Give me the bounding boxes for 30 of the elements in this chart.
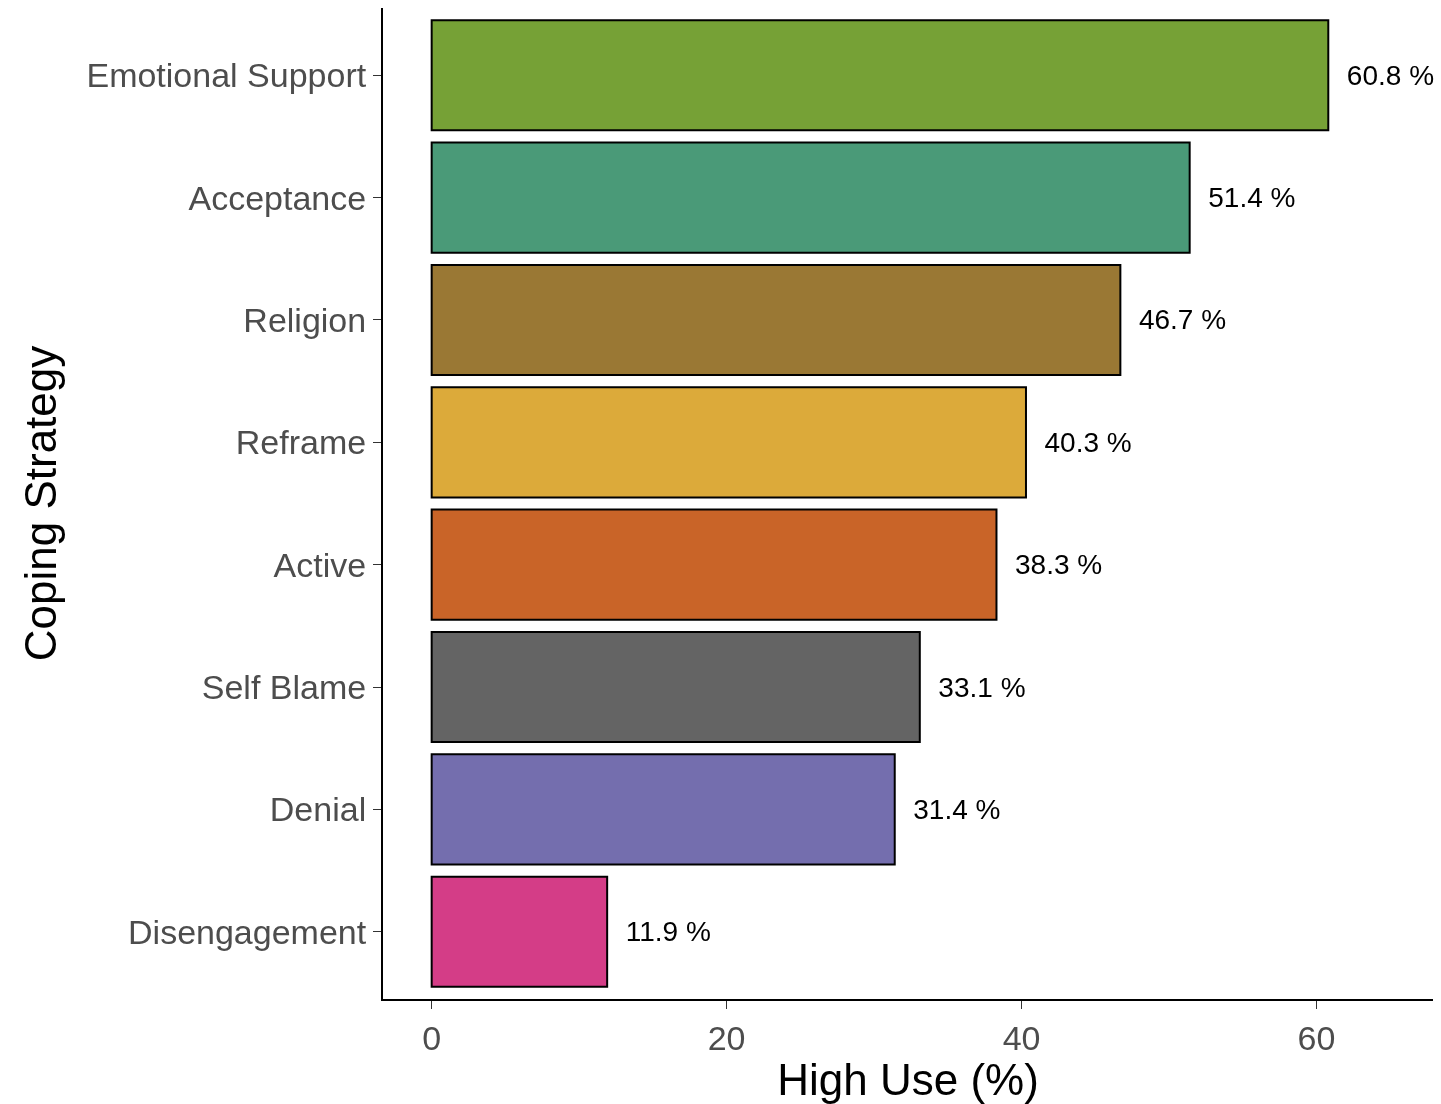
x-tick-label: 40 — [1002, 1018, 1041, 1057]
y-tick-label: Disengagement — [128, 912, 367, 951]
y-tick-label: Denial — [269, 790, 367, 829]
bar — [430, 875, 609, 988]
y-tick-label: Emotional Support — [86, 56, 367, 95]
data-label: 33.1 % — [922, 671, 1026, 703]
data-label: 46.7 % — [1123, 304, 1227, 336]
y-tick-label: Religion — [243, 300, 367, 339]
bar — [430, 753, 896, 866]
y-tick-label: Active — [273, 545, 367, 584]
y-axis-title: Coping Strategy — [16, 345, 66, 662]
y-tick-label: Self Blame — [201, 667, 367, 706]
data-label: 11.9 % — [610, 916, 711, 948]
data-label: 38.3 % — [999, 549, 1103, 581]
bar — [430, 263, 1122, 377]
data-label: 51.4 % — [1192, 182, 1296, 214]
x-tick-label: 0 — [422, 1018, 442, 1057]
bar — [430, 19, 1330, 132]
x-axis-title: High Use (%) — [777, 1055, 1039, 1104]
bar — [430, 141, 1191, 254]
bar — [430, 386, 1027, 499]
bar — [430, 508, 998, 621]
x-tick-label: 20 — [707, 1018, 746, 1057]
y-tick-label: Reframe — [235, 423, 367, 462]
y-tick-label: Acceptance — [188, 178, 367, 217]
bar — [430, 630, 921, 744]
data-label: 40.3 % — [1028, 426, 1132, 458]
data-label: 31.4 % — [897, 793, 1001, 825]
data-label: 60.8 % — [1331, 59, 1435, 91]
x-tick-label: 60 — [1297, 1018, 1336, 1057]
